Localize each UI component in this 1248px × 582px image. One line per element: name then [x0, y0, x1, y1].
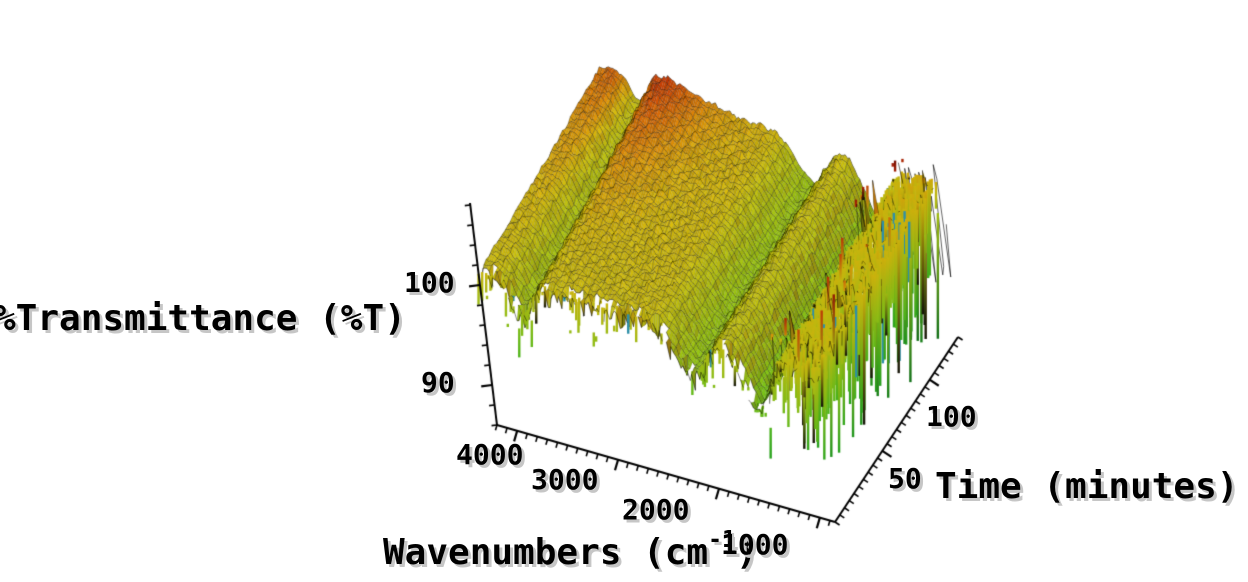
z-axis-tick-90: 90: [421, 366, 455, 399]
x-axis-tick-3000: 3000: [531, 463, 599, 496]
time-axis-tick-100: 100: [926, 400, 977, 433]
x-axis-tick-4000: 4000: [456, 438, 524, 471]
x-axis-label-superscript: -1: [708, 527, 736, 553]
time-axis-tick-50: 50: [888, 462, 922, 495]
x-axis-label: Wavenumbers (cm-1): [383, 529, 758, 573]
z-axis-label: %Transmittance (%T): [0, 298, 406, 339]
x-axis-tick-1000: 1000: [721, 528, 789, 561]
x-axis-label-main: Wavenumbers (cm: [383, 532, 709, 573]
x-axis-tick-2000: 2000: [622, 493, 690, 526]
time-axis-label: Time (minutes): [935, 466, 1239, 507]
x-axis-label-close: ): [735, 532, 758, 573]
z-axis-tick-100: 100: [404, 266, 455, 299]
